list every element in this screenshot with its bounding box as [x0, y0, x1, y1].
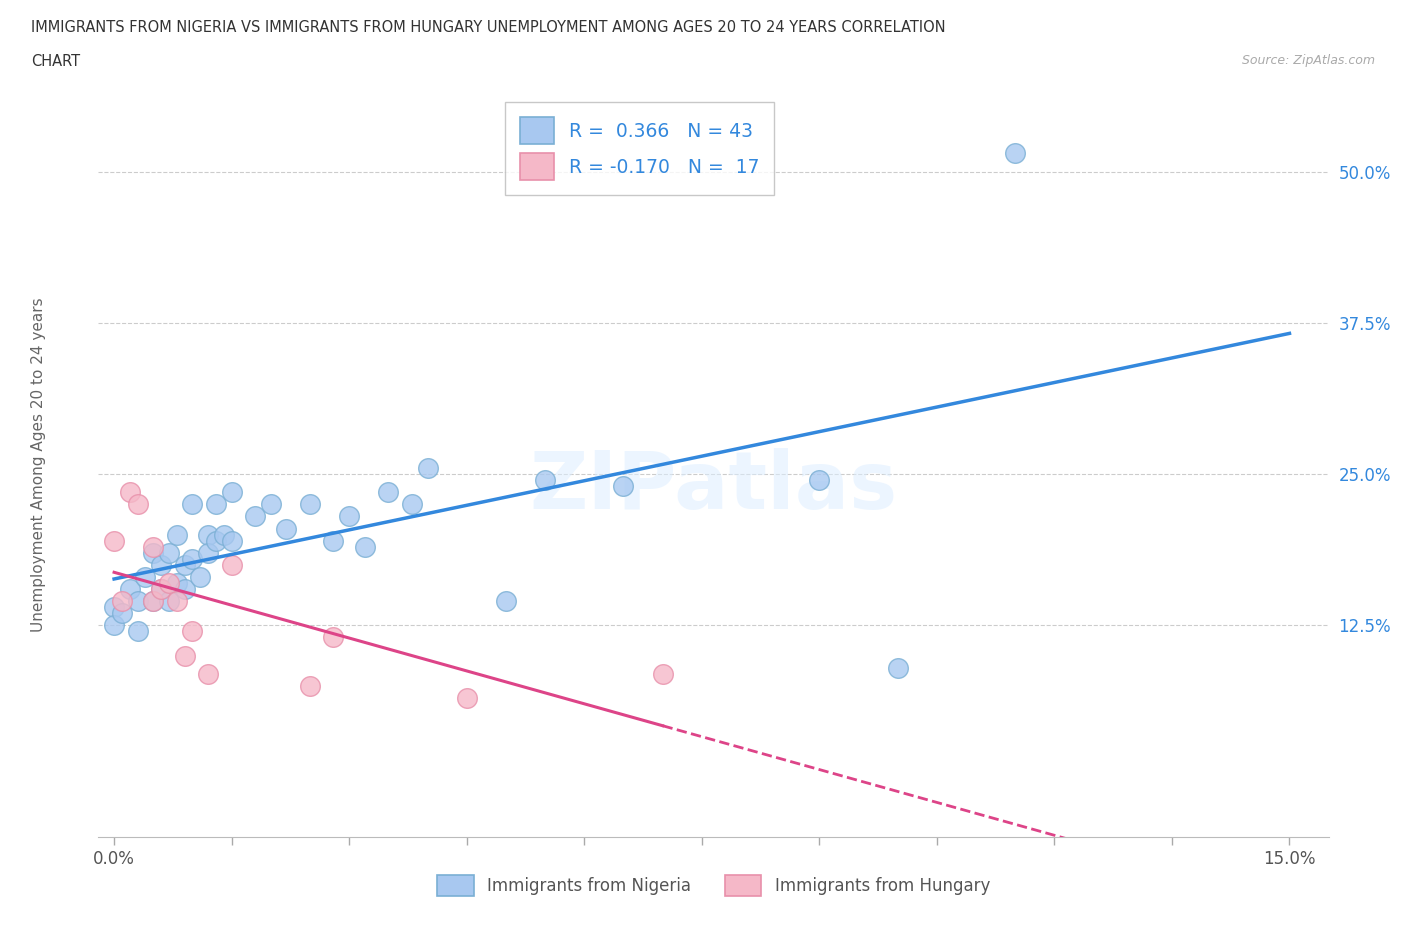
Point — [134, 569, 156, 584]
Point — [181, 624, 204, 639]
Y-axis label: Unemployment Among Ages 20 to 24 years: Unemployment Among Ages 20 to 24 years — [31, 298, 45, 632]
Point — [111, 605, 134, 620]
Point — [243, 509, 266, 524]
Point — [212, 527, 235, 542]
Point — [276, 521, 298, 536]
Point — [221, 533, 243, 548]
Text: ZIPatlas: ZIPatlas — [530, 448, 897, 526]
Point — [150, 557, 173, 572]
Point — [142, 593, 165, 608]
Point — [103, 533, 125, 548]
Point — [534, 472, 557, 487]
Point — [166, 527, 188, 542]
Text: Source: ZipAtlas.com: Source: ZipAtlas.com — [1241, 54, 1375, 67]
Point — [197, 545, 219, 560]
Point — [157, 545, 180, 560]
Point — [337, 509, 360, 524]
Point — [416, 460, 439, 475]
Point — [205, 533, 228, 548]
Point — [197, 666, 219, 681]
Point — [166, 576, 188, 591]
Point — [298, 678, 321, 693]
Point — [221, 557, 243, 572]
Point — [651, 666, 673, 681]
Point — [260, 497, 283, 512]
Point — [157, 593, 180, 608]
Point — [205, 497, 228, 512]
Point — [322, 533, 344, 548]
Point — [103, 600, 125, 615]
Point — [1004, 146, 1026, 161]
Point — [808, 472, 831, 487]
Point — [197, 527, 219, 542]
Point — [495, 593, 517, 608]
Point — [127, 593, 149, 608]
Point — [111, 593, 134, 608]
Point — [166, 593, 188, 608]
Point — [401, 497, 423, 512]
Point — [322, 630, 344, 644]
Point — [353, 539, 375, 554]
Point — [127, 497, 149, 512]
Point — [612, 479, 634, 494]
Text: CHART: CHART — [31, 54, 80, 69]
Point — [188, 569, 211, 584]
Point — [456, 690, 478, 705]
Point — [118, 485, 141, 499]
Point — [181, 551, 204, 566]
Point — [298, 497, 321, 512]
Point — [150, 581, 173, 596]
Point — [103, 618, 125, 632]
Point — [181, 497, 204, 512]
Point — [886, 660, 908, 675]
Point — [173, 648, 195, 663]
Point — [142, 539, 165, 554]
Legend: Immigrants from Nigeria, Immigrants from Hungary: Immigrants from Nigeria, Immigrants from… — [430, 869, 997, 903]
Point — [157, 576, 180, 591]
Point — [127, 624, 149, 639]
Point — [142, 545, 165, 560]
Text: IMMIGRANTS FROM NIGERIA VS IMMIGRANTS FROM HUNGARY UNEMPLOYMENT AMONG AGES 20 TO: IMMIGRANTS FROM NIGERIA VS IMMIGRANTS FR… — [31, 20, 946, 35]
Point — [173, 557, 195, 572]
Point — [150, 581, 173, 596]
Point — [142, 593, 165, 608]
Point — [118, 581, 141, 596]
Point — [221, 485, 243, 499]
Point — [377, 485, 399, 499]
Point — [173, 581, 195, 596]
